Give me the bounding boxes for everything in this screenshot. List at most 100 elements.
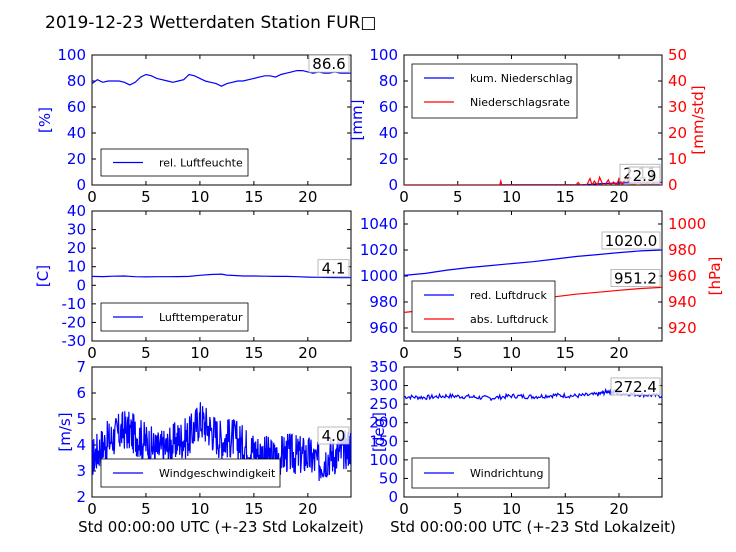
y-tick-label-right: 20	[668, 124, 687, 142]
x-tick-label: 15	[556, 188, 575, 206]
y-axis-label-right: [hPa]	[706, 257, 724, 296]
panel-precipitation: 0 5 10 15 20 0 20 40 60 80 100 0 10 20 30 40 50 [mm] [mm/s…	[348, 46, 707, 206]
y-tick-label-right: 40	[668, 72, 687, 90]
x-tick-label: 15	[244, 188, 263, 206]
y-axis-label: [C]	[34, 265, 52, 287]
x-tick-label: 10	[502, 500, 521, 518]
y-tick-label: 1020	[360, 241, 398, 259]
last-value-label: 4.1	[322, 260, 346, 278]
x-tick-label: 20	[609, 344, 628, 362]
x-tick-label: 5	[141, 344, 151, 362]
x-axis-label-right: Std 00:00:00 UTC (+-23 Std Lokalzeit)	[390, 518, 676, 536]
last-value-label: 4.0	[322, 427, 346, 445]
y-tick-label: 0	[76, 276, 86, 294]
panel-humidity: 0 5 10 15 20 0 20 40 60 80 100 [%] 86.6 rel. Luftfeuc…	[36, 46, 352, 206]
y-tick-label: 960	[369, 319, 398, 337]
panel-windspeed: 0 5 10 15 20 2 3 4 5 6 7 [m/s] 4.0 Windgeschwindigkei…	[56, 358, 352, 518]
y-tick-label-right: 10	[668, 150, 687, 168]
x-axis-label-left: Std 00:00:00 UTC (+-23 Std Lokalzeit)	[78, 518, 364, 536]
x-tick-label: 10	[190, 344, 209, 362]
y-tick-label: 60	[379, 98, 398, 116]
x-tick-label: 15	[244, 500, 263, 518]
series-line-humidity-0	[92, 70, 351, 87]
y-tick-label: 7	[76, 358, 86, 376]
y-tick-label: 20	[67, 150, 86, 168]
y-tick-label: 6	[76, 384, 86, 402]
x-tick-label: 0	[87, 188, 97, 206]
legend: Windgeschwindigkeit	[100, 458, 281, 488]
x-tick-label: 20	[609, 188, 628, 206]
x-tick-label: 5	[141, 500, 151, 518]
last-value-label-2: 2.9	[633, 167, 657, 185]
y-tick-label: 100	[369, 451, 398, 469]
legend-entry: Lufttemperatur	[159, 311, 243, 324]
last-value-label-box	[317, 426, 350, 445]
y-tick-label: 20	[67, 239, 86, 257]
x-tick-label: 5	[141, 188, 151, 206]
y-tick-label-right: 50	[668, 46, 687, 64]
x-tick-label: 20	[298, 500, 317, 518]
figure-title: 2019-12-23 Wetterdaten Station FUR□	[45, 13, 376, 33]
series-line-windspeed-0	[92, 402, 351, 482]
y-tick-label-right: 940	[668, 293, 697, 311]
y-tick-label: 100	[369, 46, 398, 64]
y-axis-label: [m/s]	[56, 412, 74, 451]
y-tick-label: 1000	[360, 267, 398, 285]
x-tick-label: 10	[502, 344, 521, 362]
x-tick-label: 10	[190, 188, 209, 206]
y-tick-label-right: 980	[668, 241, 697, 259]
y-tick-label: 80	[67, 72, 86, 90]
y-tick-label: 350	[369, 358, 398, 376]
y-axis-label: [deg]	[370, 412, 388, 452]
y-tick-label-right: 30	[668, 98, 687, 116]
y-tick-label: 30	[67, 221, 86, 239]
y-tick-label-right: 1000	[668, 215, 706, 233]
y-tick-label-right: 920	[668, 319, 697, 337]
legend-entry: Niederschlagsrate	[470, 96, 570, 109]
x-tick-label: 15	[556, 500, 575, 518]
y-tick-label: 60	[67, 98, 86, 116]
y-tick-label: 40	[67, 202, 86, 220]
y-tick-label: 5	[76, 410, 86, 428]
last-value-label: 1020.0	[605, 232, 658, 250]
y-tick-label: 2	[76, 488, 86, 506]
legend: Windrichtung	[411, 457, 550, 489]
legend: rel. Luftfeuchte	[100, 148, 249, 177]
x-tick-label: 5	[453, 344, 463, 362]
x-tick-label: 5	[453, 500, 463, 518]
y-tick-label: 0	[76, 176, 86, 194]
legend: Lufttemperatur	[100, 302, 249, 332]
legend-frame	[411, 63, 578, 119]
y-axis-label: [%]	[36, 107, 54, 133]
x-tick-label: 0	[87, 344, 97, 362]
x-tick-label: 0	[399, 500, 409, 518]
series-line-temperature-0	[92, 273, 351, 279]
x-tick-label: 5	[453, 188, 463, 206]
legend-entry: red. Luftdruck	[470, 289, 547, 302]
y-tick-label: 200	[369, 414, 398, 432]
y-tick-label: 80	[379, 72, 398, 90]
x-tick-label: 20	[298, 188, 317, 206]
last-value-label: 86.6	[312, 55, 345, 73]
y-tick-label: 0	[388, 176, 398, 194]
x-tick-label: 0	[87, 500, 97, 518]
y-tick-label: 0	[388, 488, 398, 506]
panel-pressure: 0 5 10 15 20 960 980 1000 1020 1040 920 940 960 980 10…	[360, 210, 724, 362]
y-tick-label-right: 960	[668, 267, 697, 285]
y-tick-label: 1040	[360, 215, 398, 233]
y-tick-label: 150	[369, 432, 398, 450]
y-tick-label: 20	[379, 150, 398, 168]
y-tick-label: -20	[62, 313, 87, 331]
legend: red. Luftdruck abs. Luftdruck	[411, 280, 556, 333]
legend-entry: kum. Niederschlag	[470, 72, 573, 85]
last-value-label-box	[308, 54, 350, 73]
legend-frame	[411, 280, 556, 333]
y-tick-label: -10	[62, 295, 87, 313]
legend-entry: abs. Luftdruck	[470, 313, 549, 326]
y-tick-label-right: 0	[668, 176, 678, 194]
last-value-label-box	[601, 231, 661, 250]
x-tick-label: 20	[609, 500, 628, 518]
